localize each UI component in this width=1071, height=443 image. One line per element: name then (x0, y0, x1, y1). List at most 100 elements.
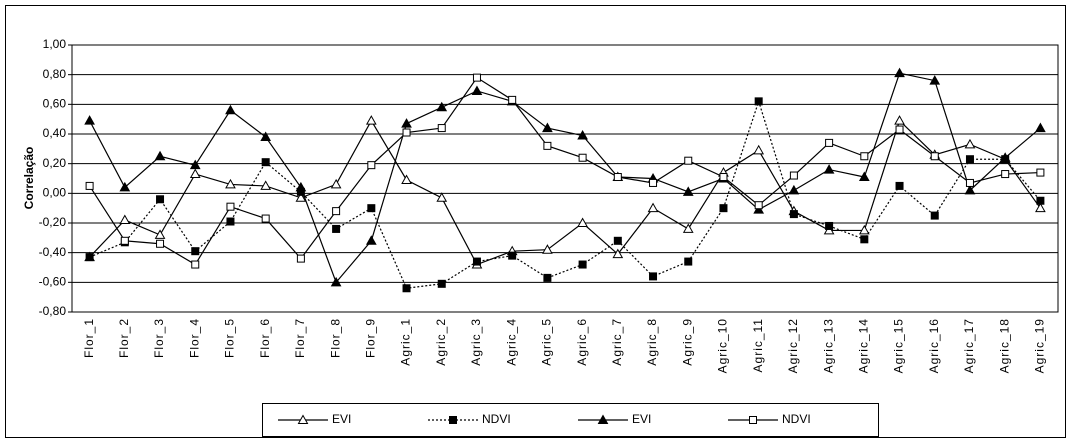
x-tick-label: Flor_3 (152, 318, 166, 358)
point (860, 152, 869, 161)
point (472, 257, 481, 266)
point (542, 244, 553, 254)
point (365, 235, 377, 245)
point (577, 217, 588, 227)
y-tick-label: 0,40 (43, 126, 67, 140)
point (929, 75, 941, 85)
y-tick-label: -0,60 (39, 275, 67, 289)
point (825, 221, 834, 230)
point (578, 260, 587, 269)
legend-label: EVI (332, 412, 351, 426)
x-tick-label: Agric_12 (786, 318, 800, 373)
x-tick-label: Agric_17 (962, 318, 976, 373)
x-tick-label: Agric_2 (434, 318, 448, 366)
point (401, 118, 412, 128)
point (542, 122, 553, 133)
chart-frame (5, 5, 1066, 438)
point (577, 129, 588, 140)
point (191, 260, 200, 269)
x-tick-label: Agric_10 (716, 318, 730, 373)
point (436, 192, 448, 202)
point (402, 284, 411, 293)
series-line (89, 76, 1041, 266)
legend-label: EVI (632, 412, 651, 426)
point (965, 178, 974, 187)
point (858, 224, 870, 235)
point (225, 104, 236, 115)
point (825, 138, 834, 147)
point (367, 161, 376, 170)
point (330, 178, 342, 189)
point (296, 254, 305, 263)
x-tick-label: Flor_1 (82, 318, 96, 358)
x-tick-label: Agric_4 (504, 318, 518, 366)
point (84, 115, 95, 125)
point (295, 192, 307, 202)
x-tick-label: Agric_1 (399, 318, 413, 366)
series-line (89, 99, 1041, 289)
x-tick-label: Agric_11 (751, 318, 765, 372)
point (682, 223, 694, 233)
point (682, 186, 694, 196)
point (684, 156, 693, 165)
x-tick-label: Flor_2 (117, 318, 131, 358)
series-line (89, 72, 1041, 284)
point (684, 257, 693, 266)
y-tick-label: 0,60 (43, 97, 67, 111)
y-axis-label: Correlação (22, 147, 36, 210)
point (649, 272, 658, 281)
x-tick-label: Agric_13 (821, 318, 835, 373)
point (119, 181, 131, 192)
point (156, 239, 165, 248)
point (788, 184, 800, 195)
y-tick-label: 1,00 (43, 37, 67, 51)
point (753, 144, 765, 155)
point (894, 67, 905, 78)
point (225, 178, 236, 189)
legend-marker (297, 414, 309, 424)
point (754, 97, 763, 106)
point (332, 224, 341, 233)
point (471, 85, 483, 95)
plot-area (71, 44, 1059, 313)
point (119, 214, 131, 225)
x-tick-label: Flor_8 (328, 318, 342, 358)
x-tick-label: Agric_9 (680, 318, 694, 366)
x-tick-label: Flor_5 (223, 318, 237, 358)
point (719, 173, 728, 182)
point (930, 211, 939, 220)
point (1036, 168, 1045, 177)
x-tick-label: Flor_4 (187, 318, 201, 358)
point (649, 178, 658, 187)
point (999, 152, 1011, 162)
point (154, 229, 166, 239)
point (860, 235, 869, 244)
x-tick-label: Agric_15 (892, 318, 906, 373)
point (789, 210, 798, 219)
y-tick-label: -0,80 (39, 304, 67, 318)
point (156, 195, 165, 204)
point (719, 204, 728, 213)
point (191, 247, 200, 256)
point (1036, 196, 1045, 205)
point (613, 236, 622, 245)
point (895, 125, 904, 134)
point (965, 155, 974, 164)
point (261, 158, 270, 167)
y-tick-label: 0,20 (43, 156, 67, 170)
point (543, 141, 552, 150)
point (437, 124, 446, 133)
legend-label: NDVI (782, 412, 811, 426)
point (332, 207, 341, 216)
x-tick-label: Agric_8 (645, 318, 659, 366)
x-tick-label: Agric_6 (575, 318, 589, 366)
point (226, 202, 235, 211)
point (85, 181, 94, 190)
point (613, 173, 622, 182)
point (578, 153, 587, 162)
y-tick-label: 0,80 (43, 67, 67, 81)
legend-marker (449, 416, 457, 424)
point (295, 181, 307, 192)
point (260, 180, 272, 190)
point (85, 253, 94, 262)
